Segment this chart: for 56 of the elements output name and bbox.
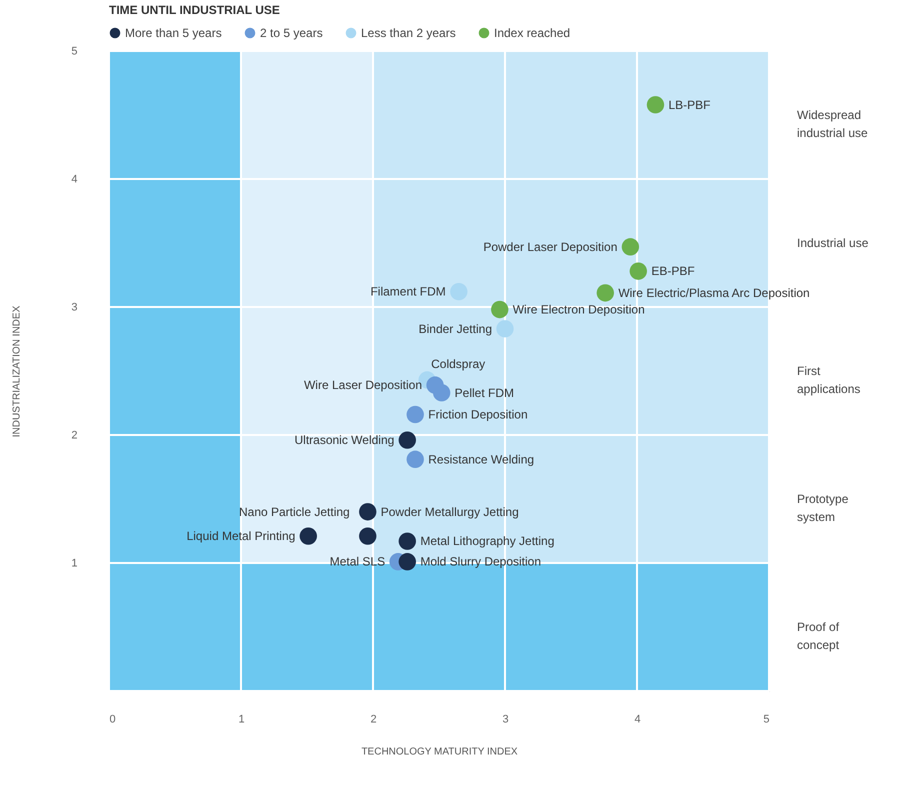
point xyxy=(646,96,664,114)
point xyxy=(398,532,416,550)
point xyxy=(596,284,614,302)
x-tick-label: 3 xyxy=(502,714,509,726)
annotation: Powder Laser Deposition xyxy=(483,240,618,254)
y-tick-label: 4 xyxy=(71,174,78,186)
point xyxy=(406,450,424,468)
point xyxy=(359,527,376,545)
y-tick-label: 2 xyxy=(71,430,78,442)
legend-label: More than 5 years xyxy=(125,26,222,40)
band-label: Industrial use xyxy=(797,236,869,250)
y-tick-label: 5 xyxy=(71,46,78,58)
x-tick-label: 4 xyxy=(634,714,641,726)
annotation: Wire Laser Deposition xyxy=(304,378,422,392)
annotation: Coldspray xyxy=(431,356,486,371)
annotation: Nano Particle Jetting xyxy=(238,505,350,520)
point xyxy=(622,238,640,256)
annotation: Pellet FDM xyxy=(454,386,514,400)
band-label: Widespread industrial use xyxy=(797,108,868,140)
annotation: Friction Deposition xyxy=(428,408,528,422)
legend-label: 2 to 5 years xyxy=(260,26,323,40)
band-label: Proof of concept xyxy=(797,620,840,652)
band-label: First applications xyxy=(797,364,860,396)
annotation: Metal Lithography Jetting xyxy=(420,534,554,548)
annotation: Filament FDM xyxy=(370,284,446,299)
legend-label: Index reached xyxy=(494,26,570,40)
annotation: Resistance Welding xyxy=(428,452,534,466)
point xyxy=(491,300,508,318)
point xyxy=(398,431,416,449)
x-tick-label: 0 xyxy=(110,714,116,726)
point xyxy=(300,527,317,545)
point xyxy=(432,384,450,402)
y-tick-label: 3 xyxy=(71,302,78,314)
y-axis-title: INDUSTRIALIZATION INDEX xyxy=(11,305,22,438)
point xyxy=(630,262,647,280)
annotation: Ultrasonic Welding xyxy=(294,433,394,448)
annotation: Powder Metallurgy Jetting xyxy=(380,504,519,519)
annotation: LB-PBF xyxy=(668,98,710,112)
annotation: Wire Electron Deposition xyxy=(512,302,645,317)
legend-title: TIME UNTIL INDUSTRIAL USE xyxy=(109,3,280,17)
point xyxy=(450,282,468,300)
annotation: EB-PBF xyxy=(651,264,695,278)
point xyxy=(496,320,514,338)
point xyxy=(359,503,376,520)
point xyxy=(398,553,416,570)
x-tick-label: 5 xyxy=(763,714,770,726)
annotation: Binder Jetting xyxy=(418,322,492,336)
y-tick-label: 1 xyxy=(71,558,78,570)
x-axis-title: TECHNOLOGY MATURITY INDEX xyxy=(361,746,518,758)
annotation: Mold Slurry Deposition xyxy=(420,554,542,569)
band-label: Prototype system xyxy=(797,492,849,524)
legend-label: Less than 2 years xyxy=(361,26,456,40)
x-tick-label: 2 xyxy=(370,714,377,726)
annotation: Wire Electric/Plasma Arc Deposition xyxy=(618,286,810,300)
x-tick-label: 1 xyxy=(238,714,245,726)
point xyxy=(406,406,424,424)
